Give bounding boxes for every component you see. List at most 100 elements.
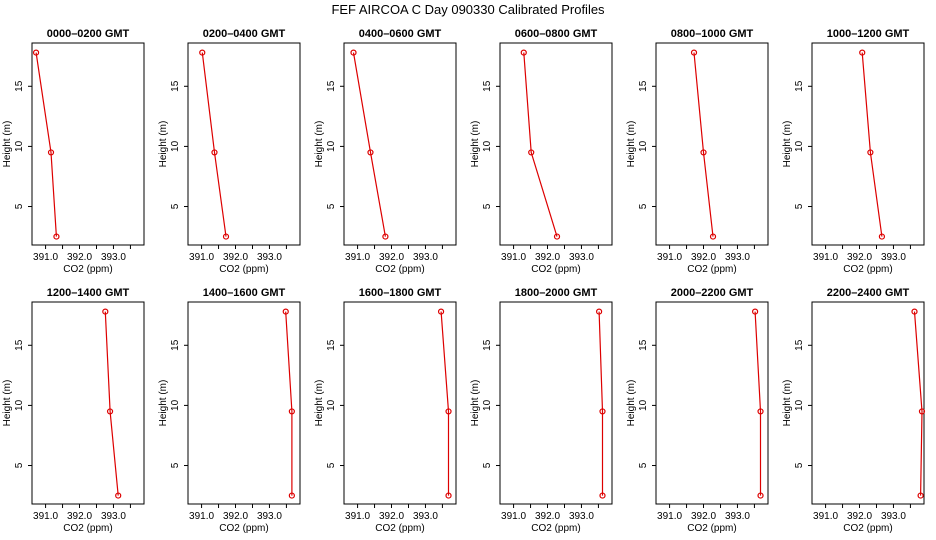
- y-tick-label: 15: [170, 80, 181, 92]
- y-axis-label: Height (m): [626, 380, 637, 427]
- data-point: [757, 408, 764, 415]
- chart-panel: 0400–0600 GMT 391.0 392.0 393.0 5 10 15 CO2 (pp…: [314, 28, 457, 275]
- plot-frame: [811, 301, 925, 505]
- y-tick-label: 10: [170, 140, 181, 152]
- data-point: [599, 408, 606, 415]
- main-title: FEF AIRCOA C Day 090330 Calibrated Profi…: [331, 2, 605, 17]
- y-tick-label: 10: [482, 399, 493, 411]
- plot-frame: [187, 301, 301, 505]
- x-tick-label: 391.0: [657, 511, 682, 522]
- plot-frame: [31, 42, 145, 246]
- x-axis-label: CO2 (ppm): [63, 523, 112, 534]
- x-tick-label: 391.0: [813, 252, 838, 263]
- y-tick-label: 15: [794, 339, 805, 351]
- y-tick-label: 5: [326, 203, 337, 209]
- y-axis-label: Height (m): [158, 380, 169, 427]
- chart-panel: 0600–0800 GMT 391.0 392.0 393.0 5 10 15 CO2 (pp…: [470, 28, 613, 275]
- x-tick-label: 392.0: [691, 252, 716, 263]
- x-tick-label: 391.0: [33, 511, 58, 522]
- profile-line: [523, 52, 558, 237]
- y-tick-label: 10: [14, 399, 25, 411]
- x-axis-label: CO2 (ppm): [687, 523, 736, 534]
- panel-title: 0800–1000 GMT: [671, 28, 754, 40]
- x-tick-label: 391.0: [33, 252, 58, 263]
- y-tick-label: 10: [794, 140, 805, 152]
- x-tick-label: 392.0: [67, 511, 92, 522]
- x-tick-label: 392.0: [847, 511, 872, 522]
- profile-line: [104, 311, 119, 496]
- y-tick-label: 10: [482, 140, 493, 152]
- panel-title: 1200–1400 GMT: [47, 287, 130, 299]
- y-tick-label: 10: [170, 399, 181, 411]
- panel-title: 2200–2400 GMT: [827, 287, 910, 299]
- panel-title: 0400–0600 GMT: [359, 28, 442, 40]
- panel-title: 0000–0200 GMT: [47, 28, 130, 40]
- data-point: [520, 49, 527, 56]
- x-tick-label: 393.0: [413, 252, 438, 263]
- y-tick-label: 5: [326, 462, 337, 468]
- x-axis-label: CO2 (ppm): [63, 264, 112, 275]
- x-tick-label: 393.0: [257, 511, 282, 522]
- y-tick-label: 15: [482, 339, 493, 351]
- profile-line: [754, 311, 762, 496]
- y-axis-label: Height (m): [2, 121, 13, 168]
- plot-frame: [343, 42, 457, 246]
- x-tick-label: 393.0: [413, 511, 438, 522]
- x-axis-label: CO2 (ppm): [375, 264, 424, 275]
- x-tick-label: 392.0: [223, 511, 248, 522]
- x-axis-label: CO2 (ppm): [219, 523, 268, 534]
- plot-frame: [499, 301, 613, 505]
- x-axis-label: CO2 (ppm): [219, 264, 268, 275]
- chart-panel: 1800–2000 GMT 391.0 392.0 393.0 5 10 15 CO2 (pp…: [470, 287, 613, 534]
- x-axis-label: CO2 (ppm): [843, 523, 892, 534]
- plot-frame: [499, 42, 613, 246]
- data-point: [752, 308, 759, 315]
- x-tick-label: 392.0: [691, 511, 716, 522]
- data-point: [367, 149, 374, 156]
- y-tick-label: 10: [794, 399, 805, 411]
- x-axis-label: CO2 (ppm): [687, 264, 736, 275]
- x-tick-label: 391.0: [501, 511, 526, 522]
- data-point: [288, 408, 295, 415]
- data-point: [757, 492, 764, 499]
- panel-title: 0200–0400 GMT: [203, 28, 286, 40]
- chart-panel: 0000–0200 GMT 391.0 392.0 393.0 5 10 15 CO2 (pp…: [2, 28, 145, 275]
- panel-title: 2000–2200 GMT: [671, 287, 754, 299]
- chart-panel: 0200–0400 GMT 391.0 392.0 393.0 5 10 15 CO2 (pp…: [158, 28, 301, 275]
- panels-grid: 0000–0200 GMT 391.0 392.0 393.0 5 10 15 CO2 (pp…: [2, 28, 926, 534]
- panel-title: 1800–2000 GMT: [515, 287, 598, 299]
- x-tick-label: 393.0: [569, 511, 594, 522]
- data-point: [859, 49, 866, 56]
- x-tick-label: 392.0: [535, 511, 560, 522]
- x-tick-label: 393.0: [881, 252, 906, 263]
- data-point: [596, 308, 603, 315]
- data-point: [350, 49, 357, 56]
- data-point: [382, 233, 389, 240]
- x-tick-label: 392.0: [67, 252, 92, 263]
- data-point: [911, 308, 918, 315]
- y-tick-label: 5: [170, 462, 181, 468]
- y-axis-label: Height (m): [314, 121, 325, 168]
- data-point: [528, 149, 535, 156]
- y-tick-label: 15: [326, 80, 337, 92]
- x-tick-label: 392.0: [379, 252, 404, 263]
- profile-line: [693, 52, 714, 237]
- y-tick-label: 15: [326, 339, 337, 351]
- x-axis-label: CO2 (ppm): [531, 523, 580, 534]
- x-axis-label: CO2 (ppm): [531, 264, 580, 275]
- plot-frame: [343, 301, 457, 505]
- x-tick-label: 392.0: [847, 252, 872, 263]
- x-tick-label: 393.0: [569, 252, 594, 263]
- data-point: [867, 149, 874, 156]
- data-point: [211, 149, 218, 156]
- data-point: [553, 233, 561, 240]
- profile-line: [35, 52, 57, 237]
- y-axis-label: Height (m): [2, 380, 13, 427]
- x-tick-label: 392.0: [379, 511, 404, 522]
- x-tick-label: 393.0: [101, 252, 126, 263]
- x-tick-label: 393.0: [257, 252, 282, 263]
- profile-line: [201, 52, 227, 237]
- x-tick-label: 391.0: [345, 511, 370, 522]
- panel-title: 1400–1600 GMT: [203, 287, 286, 299]
